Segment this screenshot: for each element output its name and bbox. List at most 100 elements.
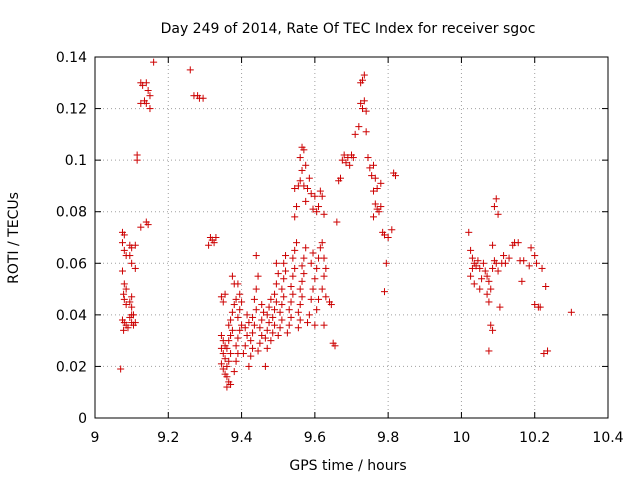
data-point (271, 306, 279, 314)
data-point (300, 146, 308, 154)
data-point (375, 208, 383, 216)
data-point (282, 267, 290, 275)
y-tick-label: 0.02 (56, 359, 87, 375)
data-point (531, 301, 539, 309)
data-point (236, 306, 244, 314)
data-point (311, 275, 319, 283)
data-point (520, 257, 528, 265)
data-point (265, 303, 273, 311)
data-point (296, 177, 304, 185)
data-point (243, 311, 251, 319)
data-point (239, 350, 247, 358)
x-tick-label: 10 (453, 430, 471, 446)
data-point (313, 208, 321, 216)
data-point (118, 239, 126, 247)
data-point (245, 319, 253, 327)
data-point (261, 334, 269, 342)
data-point (542, 282, 550, 290)
data-point (254, 347, 262, 355)
data-point (258, 331, 266, 339)
data-point (129, 311, 137, 319)
data-point (128, 244, 136, 252)
data-point (217, 360, 225, 368)
data-point (247, 337, 255, 345)
data-point (540, 350, 548, 358)
data-point (120, 280, 128, 288)
data-point (249, 344, 257, 352)
data-point (518, 277, 526, 285)
data-point (223, 344, 231, 352)
data-point (252, 285, 260, 293)
data-point (261, 362, 269, 370)
data-point (362, 107, 370, 115)
data-point (142, 99, 150, 107)
data-point (223, 373, 231, 381)
plot-frame (94, 56, 609, 419)
data-point (358, 76, 366, 84)
data-point (311, 192, 319, 200)
data-point (287, 313, 295, 321)
data-point (234, 334, 242, 342)
data-point (272, 280, 280, 288)
data-point (219, 350, 227, 358)
data-point (126, 313, 134, 321)
data-point (465, 228, 473, 236)
data-point (232, 357, 240, 365)
data-point (300, 270, 308, 278)
data-point (315, 295, 323, 303)
data-point (120, 290, 128, 298)
data-point (485, 347, 493, 355)
data-point (146, 92, 154, 100)
data-point (514, 239, 522, 247)
data-point (309, 249, 317, 257)
data-point (210, 239, 218, 247)
data-point (298, 262, 306, 270)
data-point (300, 182, 308, 190)
data-point (531, 252, 539, 260)
data-point (245, 362, 253, 370)
data-point (298, 277, 306, 285)
data-point (287, 282, 295, 290)
data-point (391, 172, 399, 180)
data-point (371, 200, 379, 208)
data-point (349, 154, 357, 162)
x-axis-label: GPS time / hours (289, 458, 406, 474)
data-point (219, 298, 227, 306)
y-tick-label: 0.06 (56, 256, 87, 272)
data-point (139, 81, 147, 89)
x-tick-label: 9 (91, 430, 100, 446)
data-point (250, 321, 258, 329)
data-point (313, 264, 321, 272)
data-point (467, 246, 475, 254)
data-point (150, 58, 158, 66)
data-point (380, 288, 388, 296)
data-point (567, 308, 575, 316)
data-point (144, 87, 152, 95)
data-point (269, 329, 277, 337)
data-point (327, 301, 335, 309)
data-point (388, 226, 396, 234)
data-point (289, 254, 297, 262)
data-point (296, 154, 304, 162)
data-point (120, 231, 128, 239)
data-point (241, 324, 249, 332)
data-point (291, 264, 299, 272)
data-point (536, 303, 544, 311)
data-point (298, 166, 306, 174)
data-point (485, 298, 493, 306)
y-tick-label: 0.12 (56, 102, 87, 118)
data-point (316, 244, 324, 252)
data-point (479, 259, 487, 267)
data-point (377, 179, 385, 187)
data-point (238, 298, 246, 306)
data-point (128, 259, 136, 267)
data-point (320, 254, 328, 262)
data-point (274, 270, 282, 278)
x-tick-label: 9.2 (157, 430, 179, 446)
data-point (256, 339, 264, 347)
data-point (346, 161, 354, 169)
data-point (232, 295, 240, 303)
data-point (271, 321, 279, 329)
data-point (278, 301, 286, 309)
